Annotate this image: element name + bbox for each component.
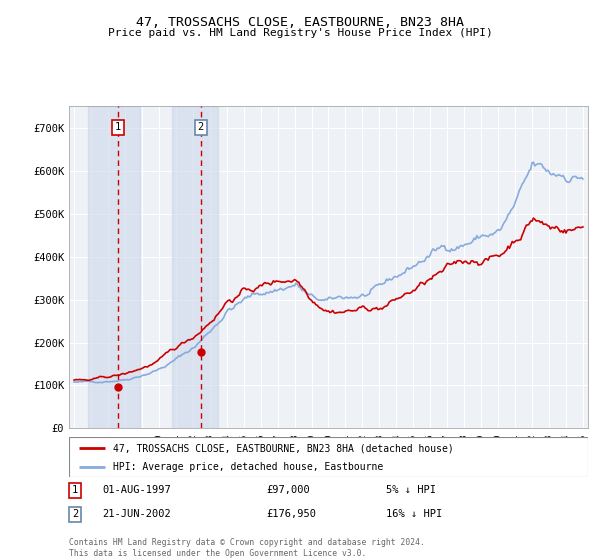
Text: 1: 1	[72, 486, 79, 496]
Text: Price paid vs. HM Land Registry's House Price Index (HPI): Price paid vs. HM Land Registry's House …	[107, 28, 493, 38]
Text: HPI: Average price, detached house, Eastbourne: HPI: Average price, detached house, East…	[113, 461, 383, 472]
Bar	[172, 106, 218, 428]
Text: 21-JUN-2002: 21-JUN-2002	[103, 509, 172, 519]
Text: Contains HM Land Registry data © Crown copyright and database right 2024.
This d: Contains HM Land Registry data © Crown c…	[69, 538, 425, 558]
Text: 47, TROSSACHS CLOSE, EASTBOURNE, BN23 8HA: 47, TROSSACHS CLOSE, EASTBOURNE, BN23 8H…	[136, 16, 464, 29]
Text: 5% ↓ HPI: 5% ↓ HPI	[386, 486, 436, 496]
Point	[113, 382, 122, 391]
Text: £97,000: £97,000	[266, 486, 310, 496]
Text: 16% ↓ HPI: 16% ↓ HPI	[386, 509, 442, 519]
Text: 01-AUG-1997: 01-AUG-1997	[103, 486, 172, 496]
Point	[196, 348, 206, 357]
Text: 1: 1	[115, 122, 121, 132]
Text: 2: 2	[72, 509, 79, 519]
Text: £176,950: £176,950	[266, 509, 316, 519]
Bar	[88, 106, 140, 428]
Text: 2: 2	[197, 122, 204, 132]
Text: 47, TROSSACHS CLOSE, EASTBOURNE, BN23 8HA (detached house): 47, TROSSACHS CLOSE, EASTBOURNE, BN23 8H…	[113, 443, 454, 453]
